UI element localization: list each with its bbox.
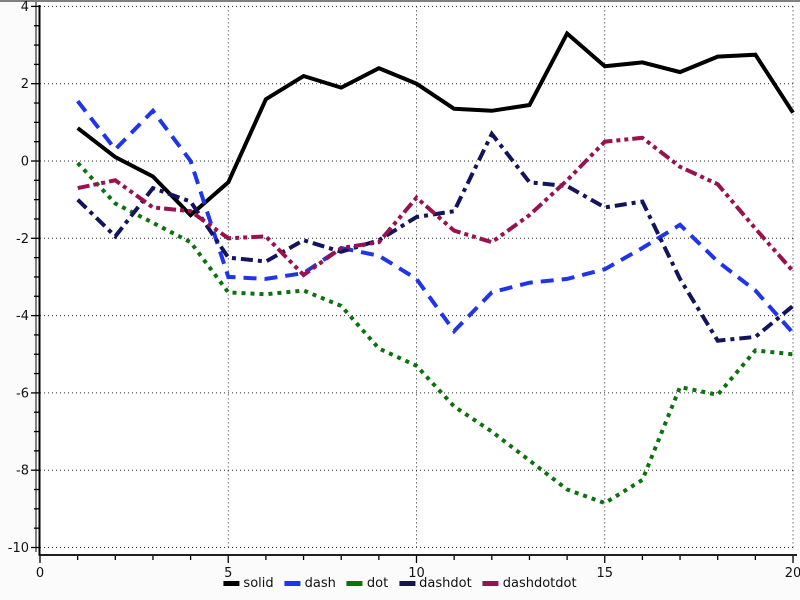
y-tick-label: -2 <box>16 232 29 247</box>
x-tick-label: 10 <box>408 566 425 581</box>
y-tick-label: -4 <box>16 309 29 324</box>
legend: solid dash dot dashdot dashdotdot <box>223 576 577 591</box>
legend-label: dot <box>366 576 389 591</box>
y-tick-label: 0 <box>21 155 29 170</box>
legend-swatch-dot <box>346 581 363 586</box>
legend-label: dashdot <box>419 576 472 591</box>
legend-item-dash: dash <box>284 576 336 591</box>
legend-swatch-solid <box>223 581 240 586</box>
x-tick-label: 5 <box>224 566 232 581</box>
legend-item-dot: dot <box>346 576 389 591</box>
y-tick-label: 4 <box>21 0 29 15</box>
y-tick-label: -8 <box>16 464 29 479</box>
legend-label: dashdotdot <box>502 576 577 591</box>
y-tick-label: 2 <box>21 77 29 92</box>
x-tick-label: 15 <box>596 566 613 581</box>
series-dashdotdot <box>77 135 795 278</box>
legend-swatch-dash <box>284 581 301 586</box>
x-tick-label: 0 <box>36 566 44 581</box>
series-dash <box>76 99 795 335</box>
legend-swatch-dashdotdot <box>482 581 499 586</box>
y-tick-label: -6 <box>16 386 29 401</box>
legend-label: dash <box>304 576 336 591</box>
series-dot <box>76 161 794 506</box>
legend-label: solid <box>243 576 274 591</box>
legend-item-dashdotdot: dashdotdot <box>482 576 577 591</box>
legend-item-solid: solid <box>223 576 274 591</box>
legend-swatch-dashdot <box>399 581 416 586</box>
series-dashdot <box>76 130 795 343</box>
y-tick-label: -10 <box>8 541 29 556</box>
legend-item-dashdot: dashdot <box>399 577 472 590</box>
x-tick-label: 20 <box>785 566 800 581</box>
